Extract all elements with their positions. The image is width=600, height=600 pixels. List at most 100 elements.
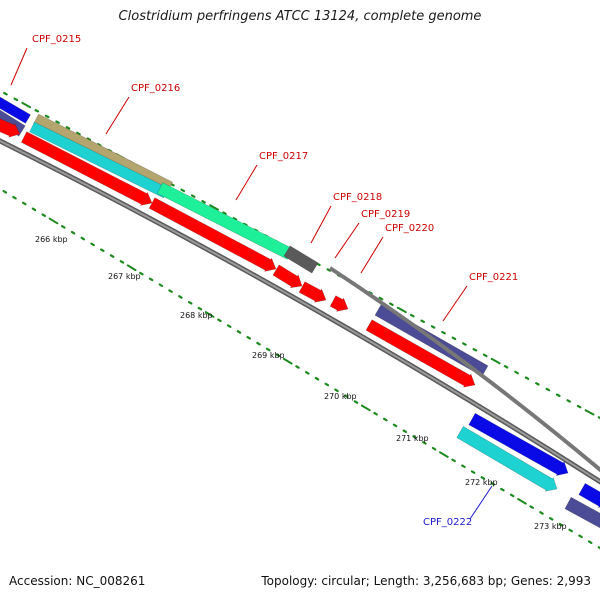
leader-cpf_0222 (469, 485, 493, 520)
tick-row-inner (217, 318, 222, 323)
leader-cpf_0221 (442, 285, 468, 322)
label-cpf_0215: CPF_0215 (32, 34, 81, 45)
leader-cpf_0216 (105, 96, 130, 135)
tick-row-inner (158, 283, 164, 288)
tick-row-inner (109, 254, 115, 258)
tick-row-outer (21, 101, 32, 109)
tick-row-outer (490, 357, 501, 365)
feature-cyan (29, 121, 169, 199)
gene-labels: CPF_0215 CPF_0216 CPF_0217 CPF_0218 CPF_0219… (10, 34, 518, 528)
tick-row-outer (222, 211, 227, 215)
tick-row-outer (597, 416, 600, 420)
tick-row-outer (180, 188, 186, 193)
tick-row-inner (548, 516, 554, 521)
tick-row-inner (422, 441, 427, 445)
label-cpf_0217: CPF_0217 (259, 151, 308, 162)
tick-row-inner (126, 264, 137, 272)
tick-row-inner (470, 470, 476, 474)
feature-red-1 (20, 131, 153, 206)
tick-row-outer (576, 404, 582, 409)
tick-row-inner (558, 522, 564, 527)
tick-row-outer (76, 131, 81, 136)
tick-row-inner (80, 236, 86, 241)
tick-row-inner (41, 213, 47, 217)
tick-row-outer (503, 365, 509, 369)
label-cpf_0220: CPF_0220 (385, 223, 434, 234)
tick-row-inner (275, 353, 281, 358)
tick-row-outer (326, 268, 332, 272)
tick-row-inner (305, 371, 310, 375)
tick-row-inner (197, 306, 203, 311)
tick-row-inner (539, 511, 544, 515)
tick-row-inner (392, 423, 398, 428)
tick-row-inner (178, 295, 183, 299)
tick-row-outer (555, 393, 561, 397)
tick-row-inner (490, 482, 495, 486)
tick-row-inner (509, 493, 515, 498)
scale-label-2: 268 kbp (180, 311, 213, 320)
tick-row-inner (256, 341, 261, 346)
feature-blue-1 (468, 412, 569, 477)
tick-row-outer (243, 222, 248, 227)
tick-row-inner (517, 498, 527, 505)
topology-text: Topology: circular; Length: 3,256,683 bp… (261, 574, 591, 588)
tick-row-outer (86, 137, 92, 141)
scale-label-5: 271 kbp (396, 434, 429, 443)
tick-row-inner (31, 207, 37, 212)
tick-row-outer (55, 120, 60, 124)
tick-row-outer (13, 97, 19, 102)
tick-row-outer (3, 91, 8, 96)
tick-row-inner (431, 446, 437, 451)
tick-row-inner (324, 382, 330, 387)
tick-row-inner (168, 289, 173, 293)
feature-cpf-0222 (456, 425, 558, 492)
tick-row-inner (236, 330, 242, 334)
feature-slate-right (564, 496, 600, 529)
tick-row-inner (587, 540, 593, 545)
tick-row-outer (44, 114, 50, 119)
label-cpf_0221: CPF_0221 (469, 272, 518, 283)
tick-row-outer (34, 108, 40, 113)
tick-row-inner (22, 201, 27, 206)
leader-cpf_0220 (360, 236, 384, 274)
label-cpf_0216: CPF_0216 (131, 83, 180, 94)
tick-row-inner (99, 248, 105, 252)
tick-row-inner (353, 400, 359, 404)
label-cpf_0219: CPF_0219 (361, 209, 410, 220)
tick-row-outer (566, 399, 572, 403)
tick-row-outer (389, 302, 394, 306)
tick-row-outer (430, 325, 436, 329)
scale-label-6: 272 kbp (465, 478, 498, 487)
tick-row-outer (316, 262, 321, 267)
leader-cpf_0219 (334, 222, 360, 259)
feature-cpf-0215 (0, 96, 31, 124)
tick-row-inner (461, 464, 466, 469)
label-cpf_0222: CPF_0222 (423, 517, 472, 528)
tick-row-inner (360, 404, 371, 412)
tick-row-inner (282, 357, 293, 365)
tick-row-inner (226, 324, 232, 328)
tick-row-outer (462, 342, 467, 346)
tick-row-inner (139, 271, 144, 276)
tick-row-inner (402, 429, 408, 433)
tick-row-outer (584, 409, 595, 416)
tick-row-inner (12, 195, 17, 200)
backbone-highlight (0, 139, 600, 483)
feature-cpf-0218 (283, 245, 319, 274)
tick-row-inner (60, 225, 66, 229)
tick-row-outer (396, 306, 407, 314)
tick-row-inner (314, 376, 320, 381)
tick-row-outer (409, 313, 415, 318)
tick-row-inner (568, 528, 574, 533)
feature-red-left (0, 118, 21, 138)
tick-row-inner (373, 411, 378, 416)
scale-label-1: 267 kbp (108, 272, 141, 281)
backbone-line-outer (328, 266, 600, 473)
tick-row-inner (2, 190, 8, 194)
map-title: Clostridium perfringens ATCC 13124, comp… (118, 9, 482, 24)
feature-red-2 (148, 197, 277, 272)
tick-row-outer (545, 387, 551, 392)
tick-row-inner (344, 394, 349, 398)
feature-red-6 (365, 319, 476, 388)
tick-row-inner (334, 388, 339, 393)
